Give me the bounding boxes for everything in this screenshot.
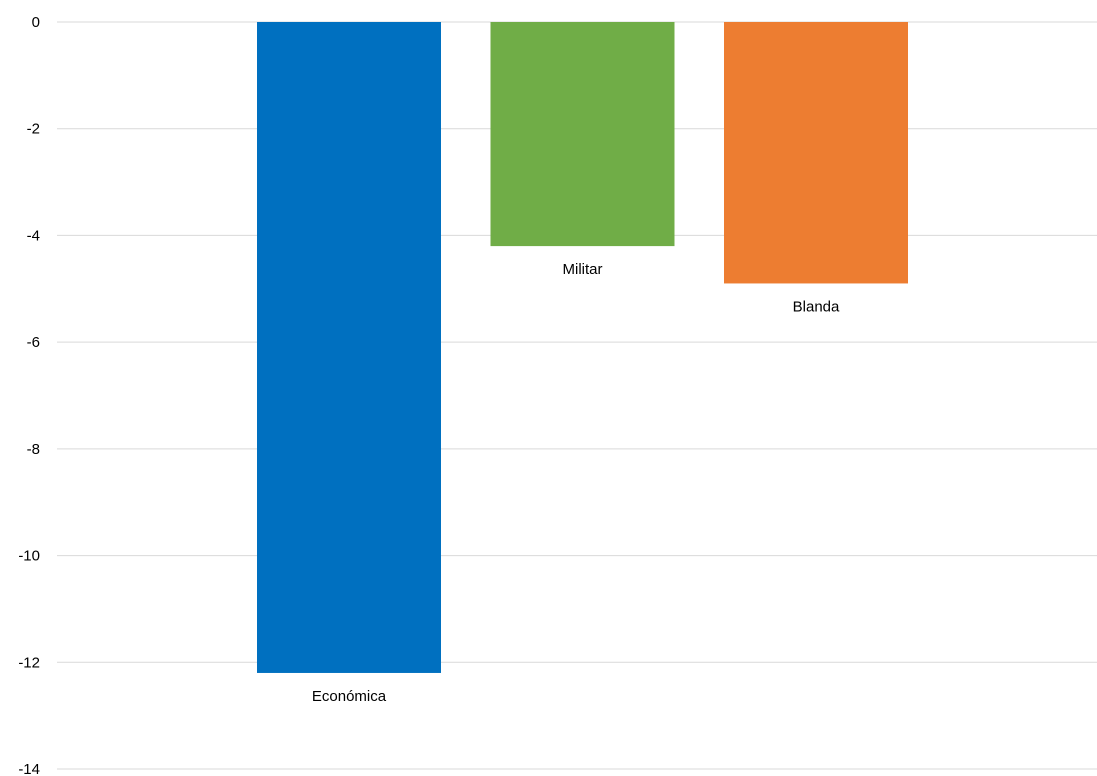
y-tick-label: -4 [27,227,40,244]
bar-label: Blanda [793,298,840,315]
y-tick-label: -10 [18,548,40,565]
y-axis-tick-labels: 0 -2 -4 -6 -8 -10 -12 -14 [18,14,40,776]
bar-militar [490,22,675,247]
bar-economica [257,22,441,673]
y-tick-label: -14 [18,761,40,776]
y-tick-label: -6 [27,334,40,351]
y-tick-label: 0 [32,14,40,31]
bar-labels: Económica Militar Blanda [312,261,840,705]
y-tick-label: -2 [27,121,40,138]
bar-blanda [724,22,908,284]
y-tick-label: -8 [27,441,40,458]
bar-label: Económica [312,688,387,705]
y-tick-label: -12 [18,654,40,671]
bar-label: Militar [563,261,603,278]
bars [257,22,908,673]
